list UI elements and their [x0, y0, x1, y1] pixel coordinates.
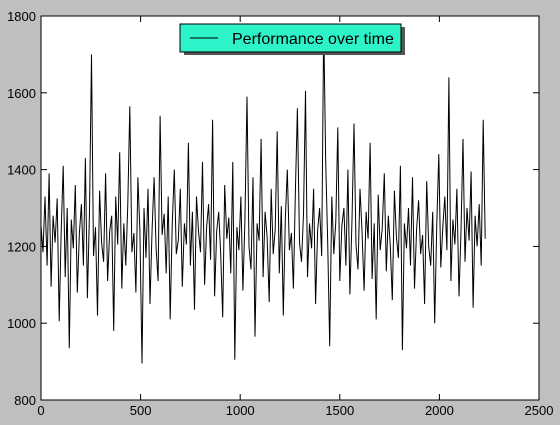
y-tick-label: 1800 — [7, 9, 36, 24]
legend-label: Performance over time — [232, 31, 394, 48]
y-tick-label: 1600 — [7, 86, 36, 101]
y-axis: 800 1000 1200 1400 1600 1800 — [7, 9, 539, 408]
x-axis: 0 500 1000 1500 2000 2500 — [37, 16, 553, 418]
y-tick-label: 1200 — [7, 239, 36, 254]
x-tick-label: 1500 — [325, 403, 354, 418]
y-tick-label: 1400 — [7, 163, 36, 178]
x-tick-label: 0 — [37, 403, 44, 418]
legend: Performance over time — [179, 23, 405, 55]
plot-frame — [40, 15, 540, 401]
x-tick-label: 1000 — [226, 403, 255, 418]
series-line-performance — [40, 23, 486, 364]
x-tick-label: 500 — [130, 403, 152, 418]
y-tick-label: 1000 — [7, 316, 36, 331]
x-tick-label: 2500 — [525, 403, 554, 418]
x-tick-label: 2000 — [425, 403, 454, 418]
y-tick-label: 800 — [14, 393, 36, 408]
